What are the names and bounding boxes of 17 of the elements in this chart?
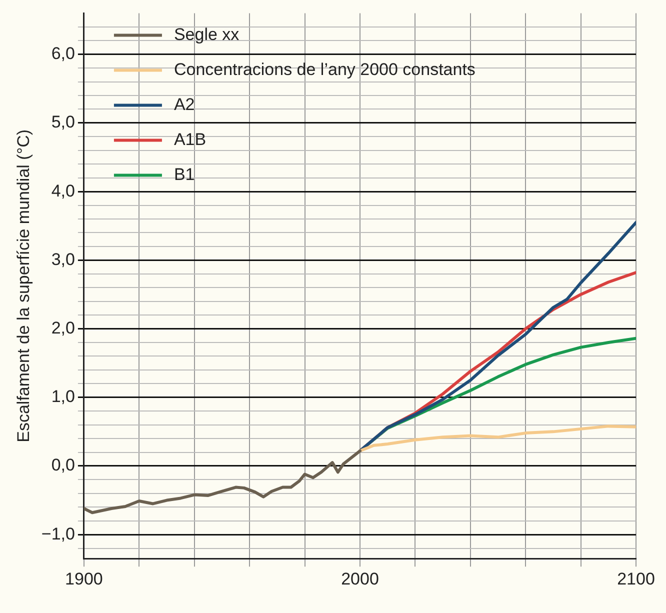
legend-label: A1B: [174, 130, 206, 149]
y-tick-label: 3,0: [51, 250, 75, 269]
y-tick-label: 2,0: [51, 318, 75, 338]
legend-label: A2: [174, 94, 195, 114]
legend-label: Concentracions de l’any 2000 constants: [174, 60, 476, 79]
y-tick-label: −1,0: [41, 524, 75, 544]
x-tick-label: 1900: [65, 569, 103, 588]
y-tick-label: 1,0: [51, 387, 75, 406]
y-tick-label: 4,0: [51, 181, 75, 200]
y-axis-title: Escalfament de la superfície mundial (°C): [14, 129, 33, 442]
legend-label: Segle xx: [174, 24, 240, 44]
y-tick-label: 6,0: [51, 44, 75, 64]
legend-label: B1: [174, 164, 195, 184]
y-tick-label: 5,0: [51, 112, 75, 132]
x-tick-label: 2000: [341, 569, 379, 588]
y-tick-label: 0,0: [51, 456, 75, 475]
x-tick-label: 2100: [617, 569, 655, 588]
